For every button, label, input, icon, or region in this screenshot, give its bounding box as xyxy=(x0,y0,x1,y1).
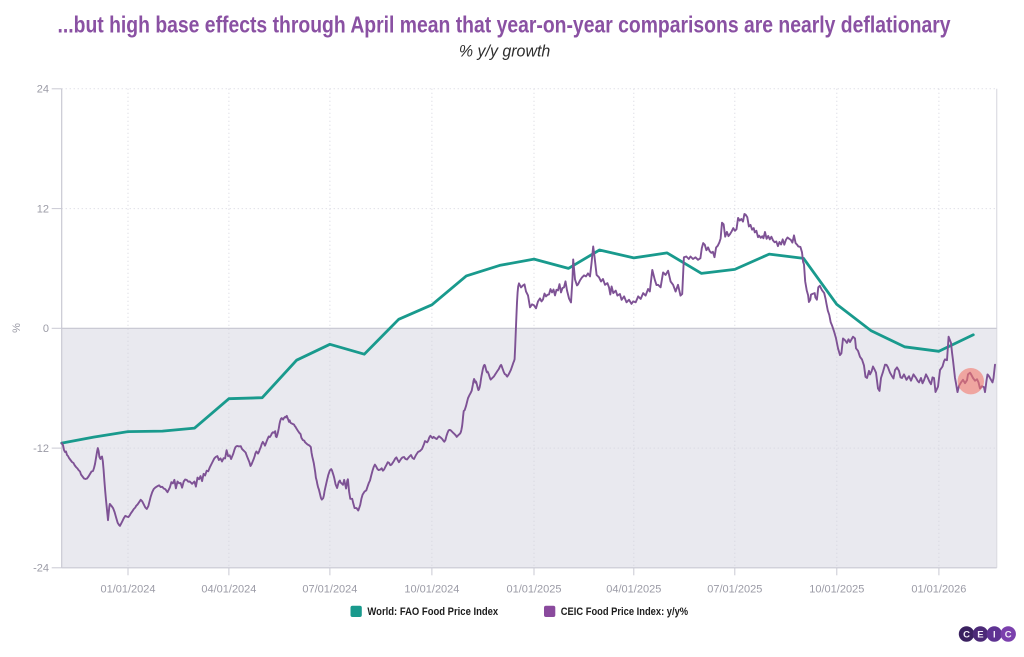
svg-text:% y/y growth: % y/y growth xyxy=(459,43,550,61)
svg-text:24: 24 xyxy=(37,84,49,96)
svg-text:10/01/2024: 10/01/2024 xyxy=(404,583,459,595)
svg-text:-24: -24 xyxy=(33,563,49,575)
svg-text:12: 12 xyxy=(37,203,49,215)
svg-text:01/01/2024: 01/01/2024 xyxy=(100,583,155,595)
svg-text:10/01/2025: 10/01/2025 xyxy=(809,583,864,595)
svg-text:01/01/2026: 01/01/2026 xyxy=(911,583,966,595)
svg-text:C: C xyxy=(963,630,970,641)
svg-text:01/01/2025: 01/01/2025 xyxy=(506,583,561,595)
svg-text:-12: -12 xyxy=(33,443,49,455)
svg-text:07/01/2025: 07/01/2025 xyxy=(707,583,762,595)
svg-text:World: FAO Food Price Index: World: FAO Food Price Index xyxy=(367,606,499,618)
svg-text:CEIC Food Price Index: y/y%: CEIC Food Price Index: y/y% xyxy=(561,606,688,618)
svg-text:%: % xyxy=(11,323,23,333)
svg-text:0: 0 xyxy=(43,323,49,335)
svg-text:E: E xyxy=(977,630,983,641)
svg-text:...but high base effects throu: ...but high base effects through April m… xyxy=(58,12,951,38)
svg-text:07/01/2024: 07/01/2024 xyxy=(302,583,357,595)
svg-text:04/01/2025: 04/01/2025 xyxy=(606,583,661,595)
svg-text:I: I xyxy=(993,630,996,641)
svg-text:04/01/2024: 04/01/2024 xyxy=(201,583,256,595)
svg-text:C: C xyxy=(1005,630,1012,641)
